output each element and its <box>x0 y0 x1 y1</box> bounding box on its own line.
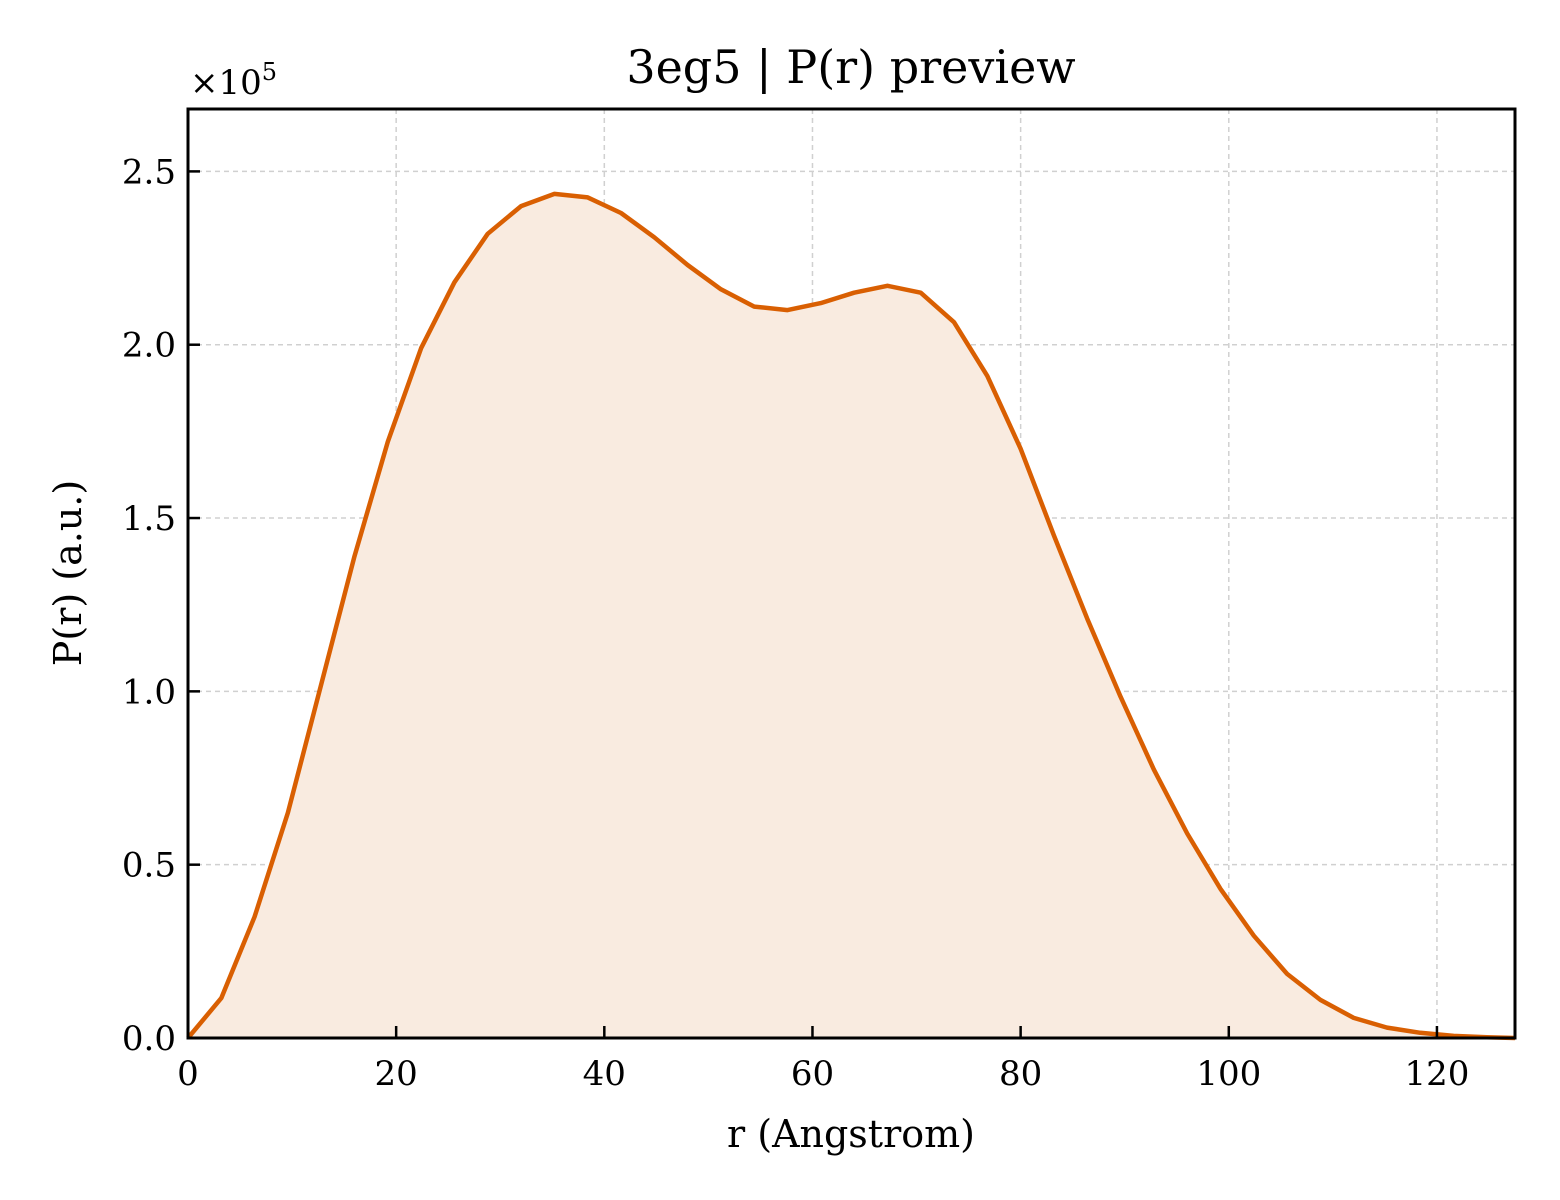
plot-frame <box>186 107 1517 1040</box>
y-tick-label: 0.0 <box>122 1019 176 1059</box>
chart-title: 3eg5 | P(r) preview <box>626 40 1075 94</box>
x-tick-label: 0 <box>177 1054 199 1094</box>
x-tick-label: 20 <box>375 1054 418 1094</box>
x-tick-label: 60 <box>791 1054 834 1094</box>
y-axis-multiplier: ×105 <box>190 58 277 103</box>
pr-curve-line <box>186 191 1516 1041</box>
y-tick-label: 1.5 <box>122 499 176 539</box>
pr-area-fill <box>188 193 1515 1038</box>
y-tick-label: 2.0 <box>122 326 176 366</box>
x-axis-label: r (Angstrom) <box>727 1112 975 1156</box>
x-tick-label: 40 <box>583 1054 626 1094</box>
y-tick-label: 0.5 <box>122 846 176 886</box>
y-tick-label: 1.0 <box>122 672 176 712</box>
x-tick-label: 80 <box>999 1054 1042 1094</box>
x-tick-label: 100 <box>1196 1054 1261 1094</box>
y-tick-label: 2.5 <box>122 152 176 192</box>
y-axis-label: P(r) (a.u.) <box>46 480 90 666</box>
x-tick-label: 120 <box>1404 1054 1469 1094</box>
ticks: 0 20 40 60 80 100 120 0.0 0.5 1.0 1.5 2.0 2.5 <box>122 152 1469 1094</box>
